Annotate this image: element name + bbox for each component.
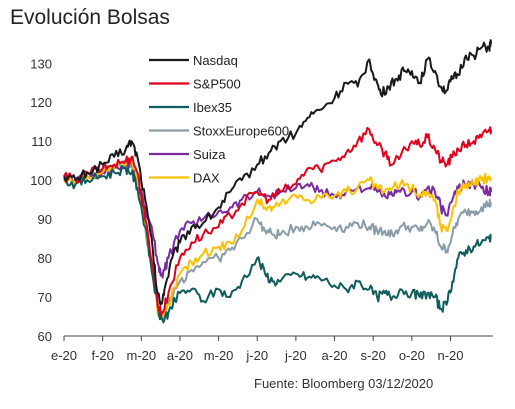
legend-label: StoxxEurope600 [193,124,289,139]
axes: 60 70 80 90 100 110 120 130 e-20 f-20 m-20 a-20 m-20… [30,56,493,363]
x-tick-label: m-20 [126,348,156,363]
y-tick-label: 120 [30,95,52,110]
series-layer [63,39,493,324]
x-tick-label: s-20 [361,348,386,363]
x-tick-label: j-20 [245,348,268,363]
x-tick-label: m-20 [204,348,234,363]
chart-title: Evolución Bolsas [10,6,170,29]
x-tick-label: a-20 [322,348,348,363]
y-tick-label: 110 [31,134,52,149]
series-line-sp500 [63,126,493,317]
y-tick-label: 60 [38,329,52,344]
x-tick-label: a-20 [167,348,193,363]
y-tick-label: 100 [30,173,52,188]
series-line-ibex35 [63,165,492,324]
y-tick-label: 130 [30,56,52,71]
y-tick-label: 70 [38,290,52,305]
legend-label: Nasdaq [193,53,238,68]
x-tick-label: e-20 [51,348,77,363]
series-line-suiza [63,158,493,279]
legend-label: S&P500 [193,77,241,92]
legend: Nasdaq S&P500 Ibex35 StoxxEurope600 Suiza DAX [149,53,289,186]
legend-label: DAX [193,171,220,186]
x-tick-label: n-20 [437,348,463,363]
x-tick-label: o-20 [399,348,425,363]
series-line-nasdaq [63,39,493,306]
x-tick-label: f-20 [91,348,113,363]
y-tick-label: 80 [38,251,52,266]
y-tick-label: 90 [38,212,52,227]
legend-label: Suiza [193,147,226,162]
source-note: Fuente: Bloomberg 03/12/2020 [254,376,434,391]
legend-label: Ibex35 [193,100,232,115]
x-tick-label: j-20 [284,348,307,363]
